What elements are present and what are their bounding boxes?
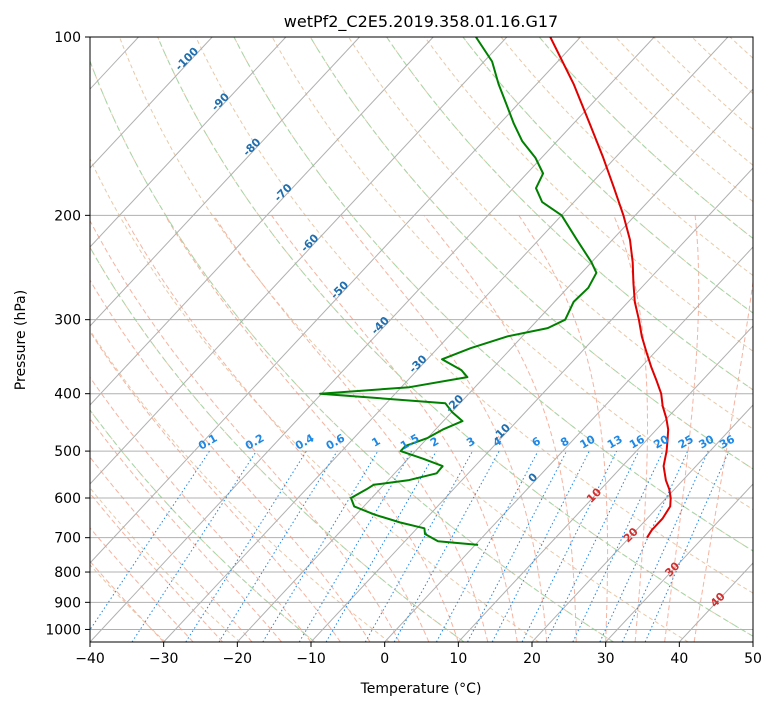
moist-adiabat-line [90, 527, 194, 642]
moist-adiabat-line [90, 376, 312, 642]
isotherm-line [90, 37, 360, 327]
dry-adiabat-line [386, 37, 753, 391]
mixing-ratio-line [262, 450, 379, 642]
isotherm-line [90, 37, 287, 248]
y-tick-label: 500 [54, 444, 81, 460]
isotherm-line [752, 641, 753, 642]
dewpoint-profile-line [319, 37, 598, 546]
moist-adiabat-line [90, 219, 400, 642]
isotherm-line [605, 483, 753, 642]
y-tick-label: 100 [54, 30, 81, 46]
y-tick-label: 200 [54, 208, 81, 224]
y-axis-title: Pressure (hPa) [13, 290, 29, 390]
isotherm-line [90, 37, 508, 485]
y-tick-label: 300 [54, 313, 81, 329]
dry-adiabat-line [90, 157, 540, 642]
moist-adiabat-line [90, 456, 253, 642]
dry-adiabat-line [462, 37, 753, 314]
moist-adiabat-line [90, 560, 165, 642]
dry-adiabat-line [90, 564, 166, 642]
mixing-ratio-line [621, 450, 709, 642]
dry-adiabat-line [768, 37, 775, 642]
isotherm-line [163, 37, 729, 642]
dry-adiabat-line [309, 37, 753, 470]
x-tick-label: 20 [523, 651, 541, 667]
axis-layer: −40 −30 −20 −10 0 10 20 30 40 50 100 200 300 400 500 60… [45, 30, 762, 667]
dry-adiabat-line [195, 37, 753, 594]
dry-adiabat-line [271, 37, 753, 511]
dry-adiabat-line [90, 409, 316, 642]
moist-adiabat-line [122, 215, 430, 642]
moist-adiabat-line [213, 215, 489, 642]
isotherm-line [0, 37, 65, 642]
y-tick-label: 700 [54, 531, 81, 547]
mixing-ratio-line [393, 450, 500, 642]
temperature-profile-line [549, 37, 672, 539]
isotherm-line [90, 37, 213, 169]
dry-adiabat-line [90, 246, 465, 642]
mixing-ratio-line [599, 450, 689, 642]
dry-adiabat-line [424, 37, 753, 352]
mixing-ratio-line [325, 450, 437, 642]
isotherm-line [310, 167, 753, 642]
dry-adiabat-line [233, 37, 753, 552]
y-tick-label: 900 [54, 595, 81, 611]
mixing-ratio-line [435, 450, 539, 642]
mixing-ratio-line [545, 450, 640, 642]
dry-adiabat-line [90, 59, 614, 642]
moist-adiabat-line [613, 215, 648, 642]
x-tick-label: 0 [380, 651, 389, 667]
mixing-ratio-line [185, 450, 307, 642]
moist-adiabat-line [423, 214, 577, 642]
y-tick-label: 800 [54, 565, 81, 581]
mixing-ratio-line [218, 450, 338, 642]
plot-frame [89, 36, 754, 643]
dry-adiabat-line [348, 37, 753, 430]
moist-adiabat-line [518, 215, 609, 642]
x-tick-label: −10 [296, 651, 326, 667]
x-tick-label: 40 [670, 651, 688, 667]
isotherm-line [236, 88, 753, 642]
grid-layer [0, 37, 775, 642]
moist-adiabat-line [271, 215, 518, 642]
data-layer [319, 37, 672, 546]
moist-adiabat-line [664, 215, 700, 642]
isotherm-line [90, 37, 434, 406]
y-tick-label: 600 [54, 491, 81, 507]
isotherm-line [90, 37, 655, 642]
moist-adiabat-line [90, 492, 223, 642]
y-tick-label: 400 [54, 387, 81, 403]
dry-adiabat-line [90, 329, 390, 642]
x-tick-label: −30 [149, 651, 179, 667]
x-tick-label: 10 [449, 651, 467, 667]
x-tick-label: 50 [744, 651, 762, 667]
isotherm-line [90, 37, 581, 564]
plot-background [90, 37, 753, 642]
isotherm-line [531, 404, 753, 642]
x-tick-label: −20 [223, 651, 253, 667]
isotherm-line [457, 325, 753, 642]
isotherm-line [384, 246, 753, 642]
dry-adiabat-line [119, 37, 689, 642]
x-tick-label: −40 [75, 651, 105, 667]
moist-adiabat-line [693, 277, 753, 642]
y-tick-label: 1000 [45, 622, 81, 638]
mixing-ratio-line [364, 450, 474, 642]
x-tick-label: 30 [597, 651, 615, 667]
x-axis-title: Temperature (°C) [360, 681, 482, 697]
moist-adiabat-line [90, 417, 282, 642]
mixing-ratio-line [644, 450, 730, 642]
chart-title: wetPf2_C2E5.2019.358.01.16.G17 [284, 12, 558, 32]
